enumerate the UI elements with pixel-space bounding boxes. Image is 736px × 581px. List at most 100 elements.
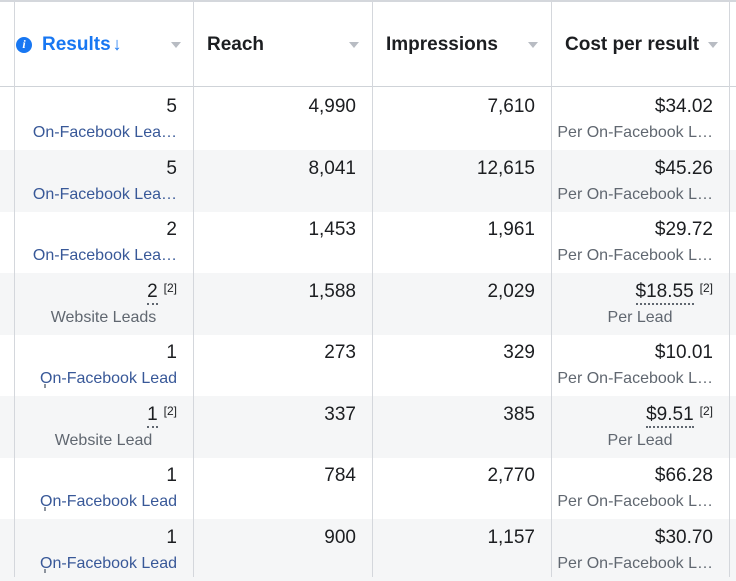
cell-results: 5 On-Facebook Lea… (14, 88, 193, 150)
cell-reach: 1,588 (193, 273, 372, 335)
column-header-results[interactable]: i Results ↓ (16, 2, 193, 87)
column-divider[interactable] (729, 0, 730, 577)
cell-results: 5 On-Facebook Lea… (14, 150, 193, 212)
column-header-impressions-label: Impressions (386, 33, 498, 55)
caret-down-icon[interactable] (349, 42, 359, 48)
table-header: i Results ↓ Reach Impressions Cost per r… (0, 0, 736, 87)
cell-cost-per-result: $66.28 Per On-Facebook L… (551, 457, 729, 519)
footnote-marker[interactable]: [2] (699, 280, 713, 295)
cost-value: $29.72 (655, 219, 713, 241)
info-icon[interactable]: i (16, 36, 32, 53)
table-row[interactable]: 1 On-Facebook Lead 273 329 $10.01 Per On-Face… (0, 334, 736, 396)
table-row[interactable]: 2 [2] Website Leads 1,588 2,029 $18.55 [2] Per … (0, 272, 736, 335)
cell-impressions: 12,615 (372, 150, 551, 212)
results-type-link[interactable]: On-Facebook Lead (40, 554, 177, 572)
caret-down-icon[interactable] (171, 42, 181, 48)
results-count[interactable]: 1 (147, 403, 158, 428)
results-count[interactable]: 2 (147, 280, 158, 305)
impressions-value: 1,961 (487, 219, 535, 240)
reach-value: 900 (324, 526, 356, 548)
reach-value: 8,041 (308, 157, 356, 179)
impressions-value: 2,770 (487, 465, 535, 486)
cost-type: Per On-Facebook L… (557, 124, 713, 141)
column-divider[interactable] (372, 0, 373, 577)
cell-impressions: 329 (372, 334, 551, 396)
cell-impressions: 1,961 (372, 211, 551, 273)
cost-amount: $34.02 (654, 96, 713, 117)
impressions-value: 12,615 (476, 157, 535, 179)
cell-cost-per-result: $34.02 Per On-Facebook L… (551, 88, 729, 150)
column-header-cost-per-result[interactable]: Cost per result (565, 2, 736, 87)
column-divider[interactable] (193, 0, 194, 577)
footnote-marker[interactable]: [2] (163, 403, 177, 418)
cell-impressions: 7,610 (372, 88, 551, 150)
cell-reach: 4,990 (193, 88, 372, 150)
results-count: 1 (166, 342, 177, 363)
results-value: 1 (166, 342, 177, 364)
reach-value: 337 (324, 403, 356, 425)
cell-impressions: 2,029 (372, 273, 551, 335)
cell-reach: 337 (193, 396, 372, 458)
reach-value: 4,990 (308, 96, 356, 117)
results-type-link[interactable]: On-Facebook Lea… (32, 185, 177, 203)
cell-results: 1 On-Facebook Lead (14, 457, 193, 519)
cost-value: $30.70 (655, 527, 713, 549)
column-header-impressions[interactable]: Impressions (386, 2, 551, 87)
column-divider[interactable] (551, 0, 552, 577)
footnote-marker[interactable]: [2] (163, 280, 177, 295)
cell-results: 1 On-Facebook Lead (14, 519, 193, 581)
column-header-reach[interactable]: Reach (207, 2, 372, 87)
reach-value: 1,453 (308, 219, 356, 240)
results-type-link[interactable]: On-Facebook Lead (40, 370, 177, 387)
reach-value: 1,588 (308, 280, 356, 302)
results-value: 1 [2] (147, 403, 177, 428)
results-type-link[interactable]: On-Facebook Lea… (32, 247, 177, 264)
reach-value: 273 (324, 342, 356, 363)
cell-reach: 8,041 (193, 150, 372, 212)
cost-amount: $45.26 (654, 157, 713, 179)
results-count: 1 (166, 465, 177, 486)
cost-amount[interactable]: $18.55 (635, 280, 694, 305)
table-row[interactable]: 1 On-Facebook Lead 784 2,770 $66.28 Per On-Fa… (0, 457, 736, 519)
impressions-value: 385 (503, 403, 535, 425)
results-type-link[interactable]: On-Facebook Lead (40, 493, 177, 510)
results-value: 2 (166, 219, 177, 241)
cell-reach: 784 (193, 457, 372, 519)
table-row[interactable]: 5 On-Facebook Lea… 8,041 12,615 $45.26 Per On… (0, 149, 736, 212)
caret-down-icon[interactable] (528, 42, 538, 48)
results-value: 2 [2] (147, 280, 177, 305)
column-header-cost-label: Cost per result (565, 33, 700, 55)
cell-impressions: 2,770 (372, 457, 551, 519)
cost-amount: $29.72 (654, 219, 713, 240)
cost-value: $9.51 [2] (646, 403, 713, 428)
table-row[interactable]: 2 On-Facebook Lea… 1,453 1,961 $29.72 Per On-… (0, 211, 736, 273)
results-count: 5 (166, 96, 177, 117)
cell-cost-per-result: $29.72 Per On-Facebook L… (551, 211, 729, 273)
cost-type: Per On-Facebook L… (557, 185, 713, 203)
cost-type: Per On-Facebook L… (557, 493, 713, 510)
cost-value: $10.01 (655, 342, 713, 364)
caret-down-icon[interactable] (708, 42, 718, 48)
cell-impressions: 385 (372, 396, 551, 458)
column-header-results-label: Results (42, 33, 111, 55)
results-value: 5 (166, 96, 177, 118)
table-row[interactable]: 1 On-Facebook Lead 900 1,157 $30.70 Per On-Fa… (0, 518, 736, 581)
cost-amount[interactable]: $9.51 (646, 403, 694, 428)
cell-cost-per-result: $18.55 [2] Per Lead (551, 273, 729, 335)
footnote-marker[interactable]: [2] (699, 403, 713, 418)
impressions-value: 7,610 (487, 96, 535, 117)
cost-value: $18.55 [2] (635, 280, 713, 305)
table-row[interactable]: 1 [2] Website Lead 337 385 $9.51 [2] Per Lead (0, 395, 736, 458)
results-count: 2 (166, 219, 177, 240)
cell-impressions: 1,157 (372, 519, 551, 581)
table-row[interactable]: 5 On-Facebook Lea… 4,990 7,610 $34.02 Per On-… (0, 88, 736, 150)
cell-results: 2 [2] Website Leads (14, 273, 193, 335)
results-type-link[interactable]: On-Facebook Lea… (32, 124, 177, 141)
cell-results: 1 On-Facebook Lead (14, 334, 193, 396)
sort-descending-icon: ↓ (112, 34, 122, 54)
cell-cost-per-result: $10.01 Per On-Facebook L… (551, 334, 729, 396)
cell-cost-per-result: $30.70 Per On-Facebook L… (551, 519, 729, 581)
cell-cost-per-result: $45.26 Per On-Facebook L… (551, 150, 729, 212)
column-header-reach-label: Reach (207, 33, 265, 55)
